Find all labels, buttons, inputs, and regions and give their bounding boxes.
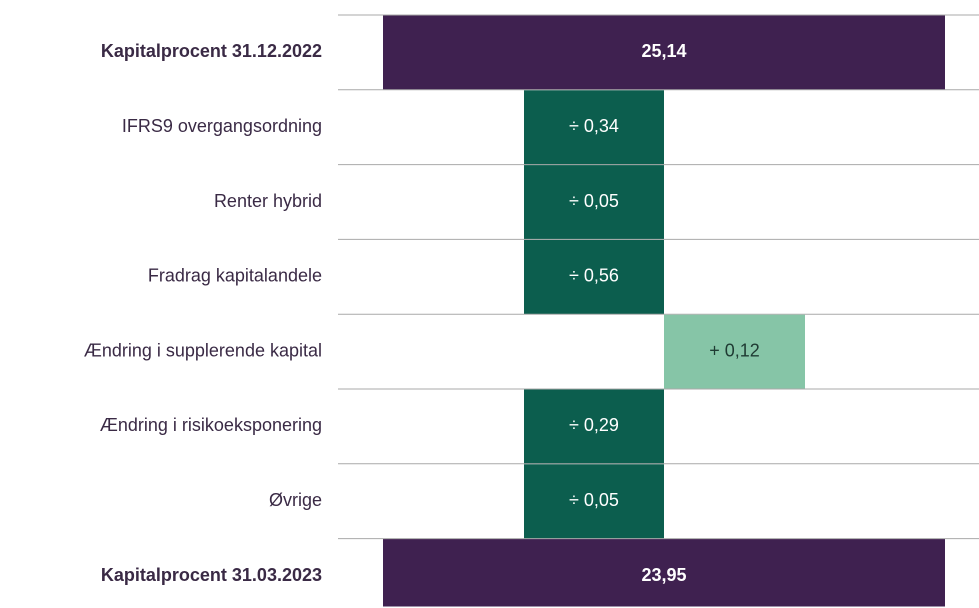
row-label: Renter hybrid: [214, 191, 322, 211]
bar: [383, 15, 945, 90]
value-label: + 0,12: [709, 340, 760, 360]
row-label: Fradrag kapitalandele: [148, 266, 322, 286]
value-label: ÷ 0,34: [569, 116, 619, 136]
bar: [524, 464, 664, 539]
bar: [524, 389, 664, 464]
row-label: Kapitalprocent 31.03.2023: [101, 565, 322, 585]
bar: [524, 90, 664, 165]
bar: [664, 314, 805, 389]
row-label: Ændring i supplerende kapital: [84, 340, 322, 360]
bar: [383, 539, 945, 607]
value-label: 23,95: [641, 565, 686, 585]
value-label: ÷ 0,05: [569, 490, 619, 510]
value-label: ÷ 0,29: [569, 415, 619, 435]
bar: [524, 165, 664, 240]
row-label: Ændring i risikoeksponering: [100, 415, 322, 435]
value-label: ÷ 0,05: [569, 191, 619, 211]
row-label: Kapitalprocent 31.12.2022: [101, 41, 322, 61]
row-label: IFRS9 overgangsordning: [122, 116, 322, 136]
bar: [524, 239, 664, 315]
value-label: ÷ 0,56: [569, 266, 619, 286]
value-label: 25,14: [641, 41, 686, 61]
row-label: Øvrige: [269, 490, 322, 510]
